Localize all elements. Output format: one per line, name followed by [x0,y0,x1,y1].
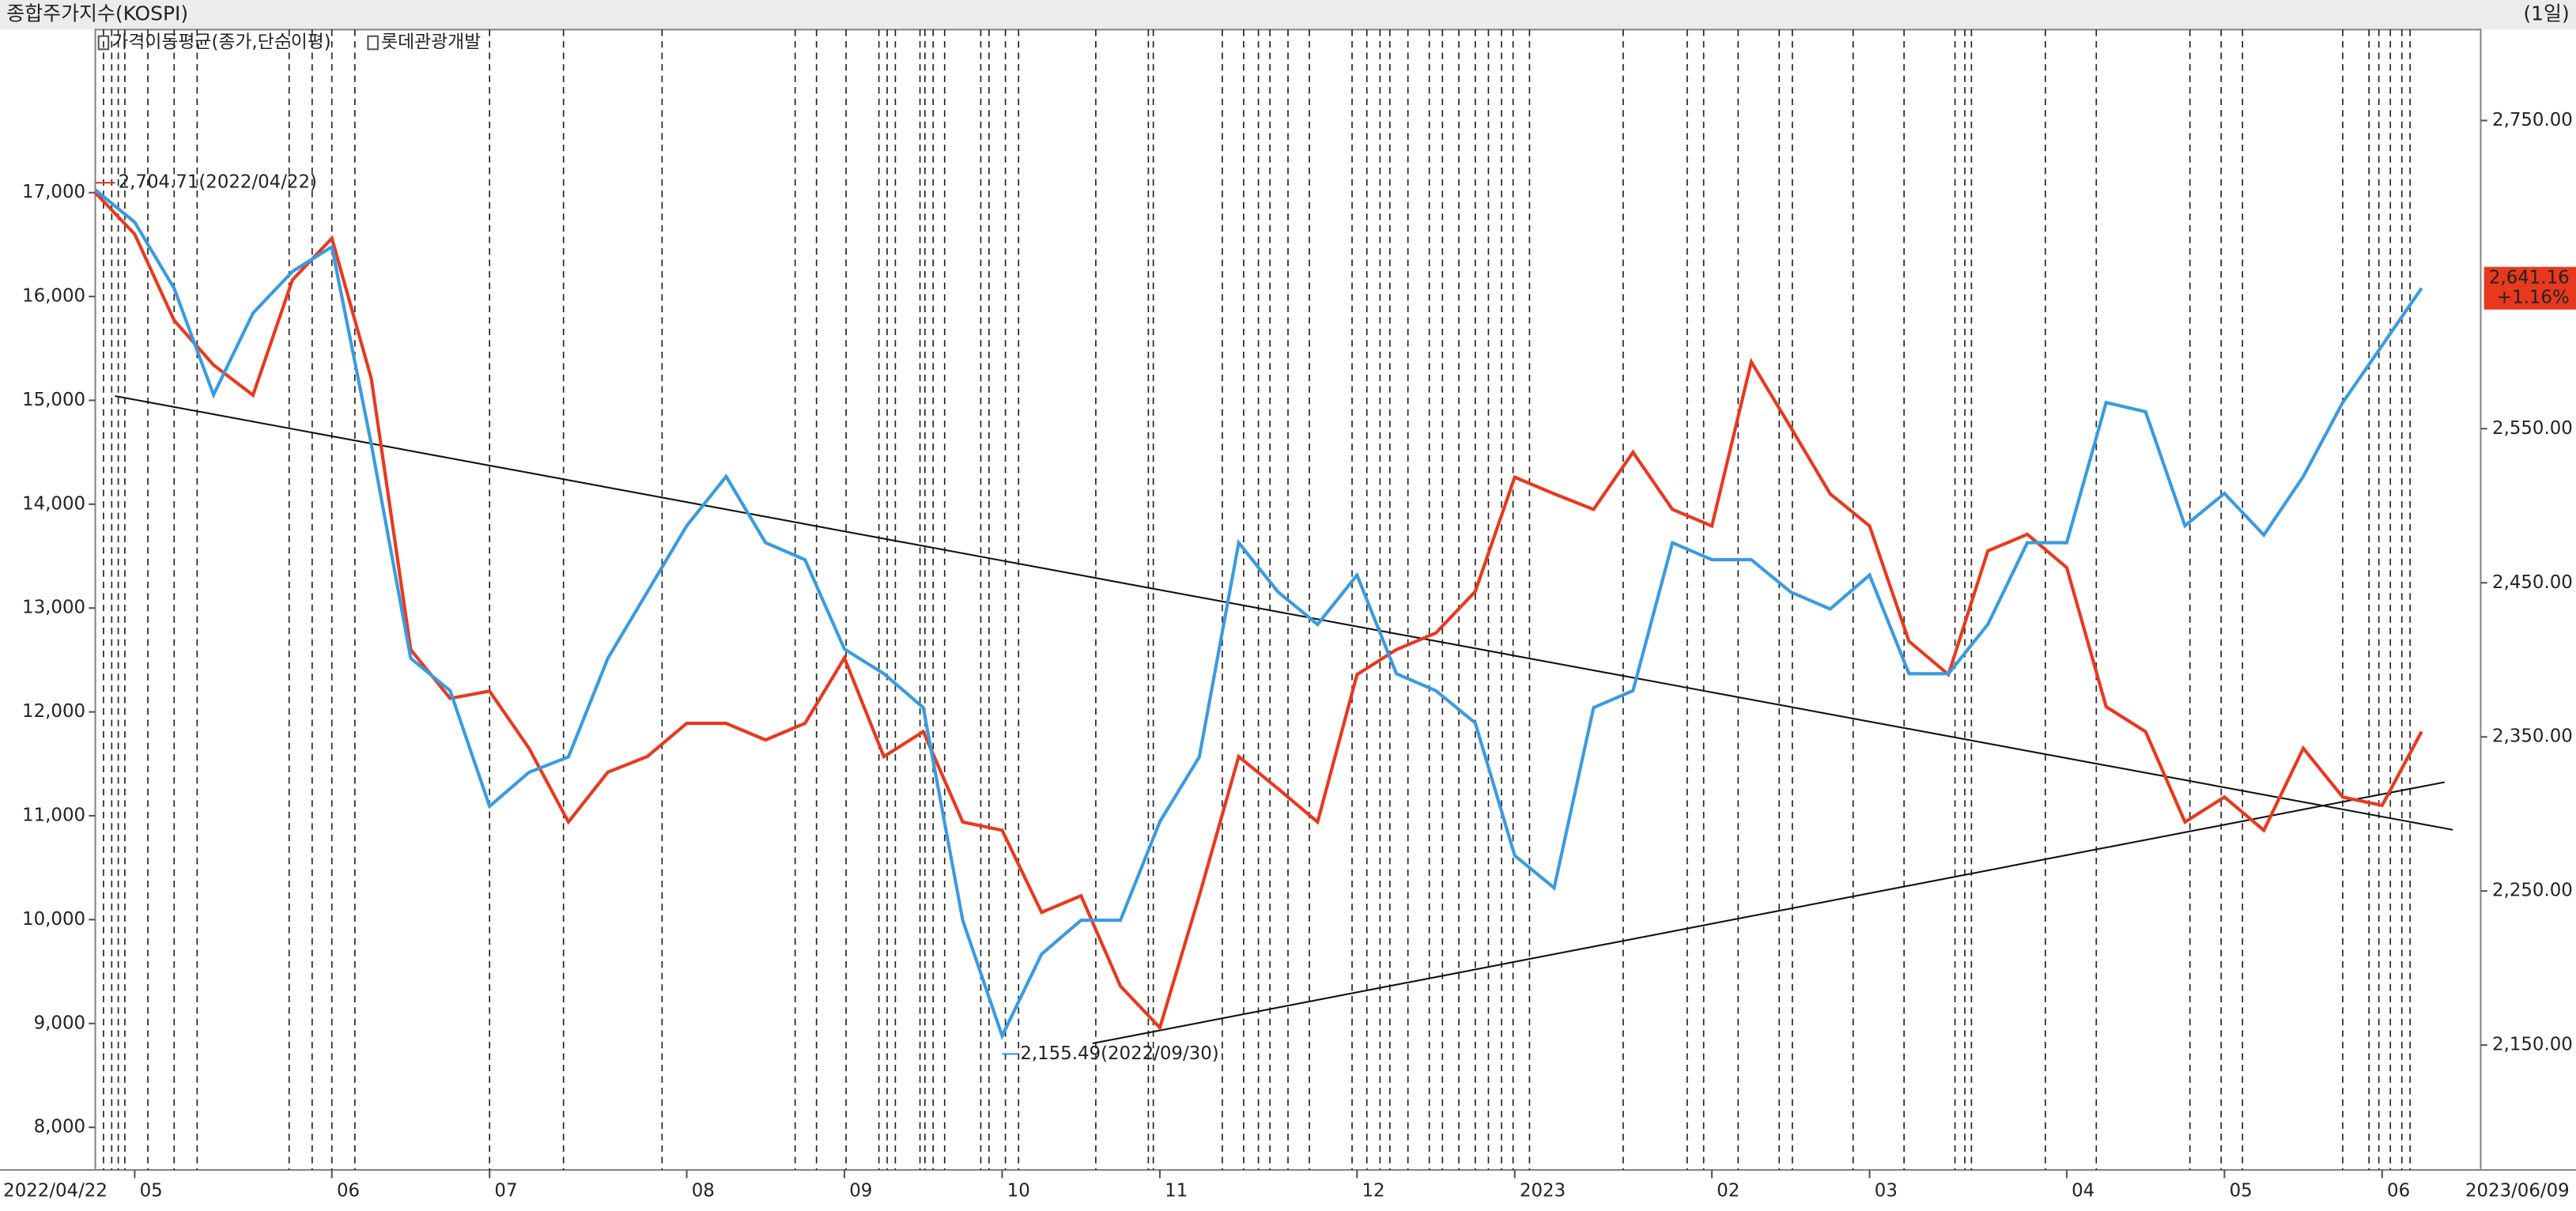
x-tick-label: 2022/04/22 [3,1181,108,1202]
last-price: 2,641.16 [2489,268,2570,289]
chart-title: 종합주가지수(KOSPI) [6,2,188,25]
y2-tick-label: 2,450.00 [2492,572,2573,593]
x-tick-label: 02 [1717,1181,1739,1202]
y-tick-label: 13,000 [22,598,85,618]
y-tick-label: 15,000 [22,390,85,410]
x-tick-label: 04 [2072,1181,2094,1202]
y-tick-label: 14,000 [22,493,85,514]
trend-line [115,394,2453,831]
y2-tick-label: 2,550.00 [2492,418,2573,439]
period-label: (1일) [2523,2,2569,25]
header-bar [0,0,2576,30]
last-change: +1.16% [2497,288,2570,308]
low-label: 2,155.49(2022/09/30) [1020,1043,1218,1064]
x-tick-label: 09 [849,1181,872,1202]
x-tick-label: 07 [494,1181,517,1202]
y-tick-label: 11,000 [22,805,85,826]
x-tick-label: 11 [1165,1181,1188,1202]
y-tick-label: 8,000 [34,1117,85,1137]
y2-tick-label: 2,350.00 [2492,726,2573,747]
last-price-box [2483,266,2576,310]
y2-tick-label: 2,150.00 [2492,1035,2573,1055]
legend-item[interactable]: 롯데관광개발 [381,32,481,53]
y2-tick-label: 2,250.00 [2492,881,2573,901]
legend-icon [367,35,379,51]
y2-tick-label: 2,750.00 [2492,110,2573,130]
x-tick-label: 05 [140,1181,163,1202]
x-tick-label: 12 [1362,1181,1385,1202]
x-tick-label: 2023 [1520,1181,1566,1202]
x-tick-label: 05 [2230,1181,2253,1202]
x-tick-label: 08 [692,1181,715,1202]
x-tick-label: 06 [2387,1181,2410,1202]
y-tick-label: 10,000 [22,909,85,930]
y-tick-label: 17,000 [22,182,85,202]
y-tick-label: 9,000 [34,1013,85,1033]
x-tick-label: 10 [1007,1181,1030,1202]
y-tick-label: 12,000 [22,701,85,722]
x-tick-label: 03 [1875,1181,1898,1202]
legend-item[interactable]: 가격이동평균(종가,단순이평) [111,32,330,53]
high-label: 2,704.71(2022/04/22) [119,172,317,193]
trend-line [1092,781,2445,1044]
event-lines [103,29,2411,1171]
x-tick-label: 06 [337,1181,360,1202]
x-tick-label: 2023/06/09 [2465,1181,2570,1202]
series-line [94,191,2423,1032]
y-tick-label: 16,000 [22,286,85,307]
legend-icon [97,35,110,51]
series-line [94,188,2423,1040]
